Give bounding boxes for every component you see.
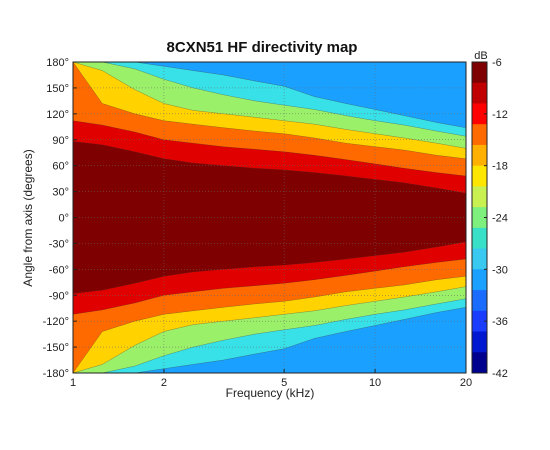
colorbar-segment: [472, 62, 487, 84]
colorbar: -6 -12 -18 -24 -30 -36 -42: [471, 57, 508, 380]
y-tick-label: 180°: [46, 57, 69, 69]
colorbar-tick-label: -18: [492, 161, 508, 173]
colorbar-unit-label: dB: [474, 50, 487, 62]
colorbar-segment: [472, 124, 487, 146]
colorbar-segment: [472, 207, 487, 229]
colorbar-segment: [472, 82, 487, 104]
x-tick-label: 1: [70, 377, 76, 389]
x-tick-label: 10: [369, 377, 381, 389]
colorbar-tick-label: -42: [492, 368, 508, 380]
colorbar-segment: [472, 290, 487, 312]
y-tick-label: -150°: [43, 342, 69, 354]
x-axis-label: Frequency (kHz): [226, 386, 315, 400]
y-tick-label: 90°: [52, 135, 69, 147]
colorbar-tick-label: -12: [492, 109, 508, 121]
grid-lines: [73, 62, 466, 373]
colorbar-segment: [472, 352, 487, 374]
y-tick-label: 30°: [52, 187, 69, 199]
colorbar-segment: [472, 310, 487, 333]
colorbar-tick-label: -30: [492, 264, 508, 276]
x-tick-label: 2: [161, 377, 167, 389]
colorbar-segment: [472, 331, 487, 353]
y-tick-label: -90°: [49, 290, 69, 302]
y-axis-label: Angle from axis (degrees): [21, 149, 35, 286]
x-axis-ticks: 1 2 5 10 20: [70, 369, 472, 389]
plot-area: [72, 61, 467, 374]
y-tick-label: -120°: [43, 316, 69, 328]
chart-title: 8CXN51 HF directivity map: [167, 39, 358, 56]
colorbar-segment: [472, 227, 487, 250]
colorbar-tick-label: -24: [492, 213, 508, 225]
y-tick-label: -60°: [49, 264, 69, 276]
y-axis-ticks: 180° 150° 120° 90° 60° 30° 0° -30° -60° -90° -120°…: [43, 57, 77, 380]
colorbar-segment: [472, 103, 487, 125]
y-tick-label: -180°: [43, 368, 69, 380]
y-tick-label: 0°: [58, 213, 69, 225]
y-tick-label: 60°: [52, 161, 69, 173]
x-tick-label: 5: [281, 377, 287, 389]
colorbar-segment: [472, 144, 487, 167]
y-tick-label: -30°: [49, 238, 69, 250]
colorbar-segment: [472, 269, 487, 291]
colorbar-segment: [472, 248, 487, 270]
colorbar-tick-label: -36: [492, 316, 508, 328]
colorbar-segment: [472, 165, 487, 187]
colorbar-segment: [472, 186, 487, 208]
y-tick-label: 120°: [46, 109, 69, 121]
x-tick-label: 20: [460, 377, 472, 389]
y-tick-label: 150°: [46, 83, 69, 95]
colorbar-tick-label: -6: [492, 57, 502, 69]
